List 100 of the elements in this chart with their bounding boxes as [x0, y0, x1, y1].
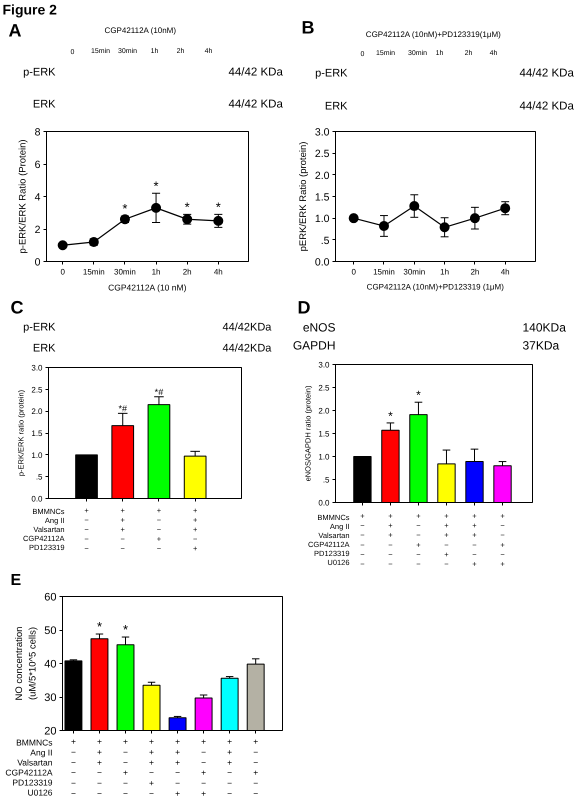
x-tick-label: + − − + − + — [201, 736, 206, 799]
text: p-ERK — [315, 68, 348, 80]
annotation: * — [184, 199, 190, 214]
point — [348, 213, 359, 224]
x-tick-label: 1h — [152, 268, 161, 276]
text: CGP42112A (10nM)+PD123319(1μM) — [366, 30, 502, 39]
text: PD123319 — [12, 778, 53, 788]
x-tick-label: 30min — [114, 268, 136, 276]
x-tick-label: 0 — [351, 268, 356, 276]
y-tick-label: 2.0 — [314, 170, 330, 182]
x-tick-label: 2h — [470, 268, 480, 276]
annotation: * — [416, 388, 422, 402]
y-tick-label: .5 — [320, 234, 330, 247]
x-axis-title: CGP42112A (10nM)+PD123319 (1μM) — [366, 282, 504, 292]
annotation: * — [216, 199, 221, 214]
y-tick-label: 3.0 — [31, 364, 44, 372]
caption: Figure 2 — [2, 2, 58, 18]
text: 44/42 KDa — [228, 66, 284, 78]
text: ERK — [324, 100, 348, 112]
x-tick-label: 1h — [440, 268, 450, 276]
x-tick-label: 4h — [500, 268, 510, 276]
y-tick-label: 1.5 — [31, 429, 44, 438]
y-tick-label: 0.0 — [31, 494, 44, 504]
y-tick-label: 50 — [44, 625, 57, 637]
y-tick-label: 1.5 — [318, 430, 330, 438]
annotation: * — [388, 408, 394, 423]
annotation: * — [154, 178, 159, 194]
text: 37KDa — [522, 338, 560, 352]
y-tick-label: 6 — [34, 159, 41, 171]
x-tick-label: + + + − − + — [175, 736, 180, 799]
text: U0126 — [27, 788, 53, 798]
y-axis-title: p-ERK/ERK Ratio (Protein) — [18, 139, 29, 254]
text: 44/42 KDa — [228, 98, 284, 110]
y-tick-label: 3.0 — [318, 360, 330, 370]
y-axis-title: NO concentration (uM/5*10^5 cells) — [14, 626, 38, 700]
chart-title: C — [10, 298, 24, 318]
point — [378, 220, 389, 231]
text: p-ERK — [23, 66, 56, 78]
x-axis-title: CGP42112A (10 nM) — [108, 282, 187, 292]
x-tick-label: 0 — [60, 268, 66, 276]
text: 44/42KDa — [222, 342, 272, 354]
text: ERK — [32, 342, 56, 354]
y-tick-label: 4 — [34, 192, 41, 204]
point — [440, 222, 450, 232]
y-tick-label: 2.0 — [318, 406, 330, 416]
y-tick-label: 40 — [44, 658, 57, 670]
text: Ang II — [30, 748, 53, 758]
y-tick-label: .5 — [36, 472, 44, 482]
annotation: *# — [118, 403, 127, 414]
annotation: * — [96, 619, 102, 634]
annotation: * — [122, 201, 128, 216]
text: eNOS — [302, 320, 336, 334]
y-axis-title: pERK/ERK Ratio (protein) — [298, 142, 309, 252]
text: p-ERK — [23, 322, 56, 334]
text: 44/42 KDa — [520, 100, 574, 112]
y-tick-label: 1.0 — [31, 450, 44, 460]
y-tick-label: 8 — [34, 126, 41, 138]
y-tick-label: 2.0 — [31, 407, 44, 416]
y-tick-label: 0.0 — [318, 498, 330, 508]
text: 44/42KDa — [222, 322, 272, 334]
y-tick-label: 1.0 — [314, 213, 330, 226]
x-tick-label: + − − + − − — [123, 736, 128, 799]
x-tick-label: + − − + − − — [253, 736, 258, 799]
y-tick-label: 0 — [34, 256, 41, 268]
text: 44/42 KDa — [520, 68, 574, 80]
y-tick-label: 2 — [34, 224, 41, 236]
y-tick-label: 60 — [44, 592, 57, 604]
x-tick-label: 15min — [373, 268, 395, 276]
x-tick-label: 30min — [403, 268, 426, 276]
y-tick-label: .5 — [322, 476, 330, 484]
x-tick-label: + + + − + − — [149, 736, 154, 799]
point — [58, 240, 68, 250]
x-tick-label: + + + − − − — [227, 736, 232, 799]
x-tick-label: + − − − − − — [70, 736, 76, 799]
y-tick-label: 0.0 — [314, 256, 330, 268]
chart-title: B — [302, 18, 314, 38]
x-tick-label: + + + − − − — [96, 736, 102, 799]
y-tick-label: 30 — [44, 692, 57, 704]
text: ERK — [32, 98, 56, 110]
chart-title: D — [298, 298, 310, 318]
y-tick-label: 1.0 — [318, 452, 330, 462]
annotation: *# — [154, 386, 164, 397]
y-tick-label: 1.5 — [314, 192, 330, 204]
y-tick-label: 2.5 — [318, 384, 330, 392]
chart-title: A — [8, 20, 22, 40]
x-tick-label: 15min — [82, 268, 105, 276]
y-tick-label: 2.5 — [314, 148, 330, 160]
text: BMMNCs — [16, 738, 52, 748]
point — [470, 213, 480, 224]
x-tick-label: 4h — [214, 268, 223, 276]
y-tick-label: 20 — [44, 726, 57, 738]
text: Valsartan — [17, 758, 53, 768]
point — [213, 216, 224, 226]
annotation: * — [122, 622, 128, 638]
y-tick-label: 2.5 — [31, 385, 44, 394]
point — [151, 202, 162, 213]
text: 140KDa — [522, 320, 566, 334]
chart-title: E — [10, 572, 22, 589]
text: CGP42112A (10nM) — [104, 26, 176, 35]
point — [409, 201, 420, 212]
